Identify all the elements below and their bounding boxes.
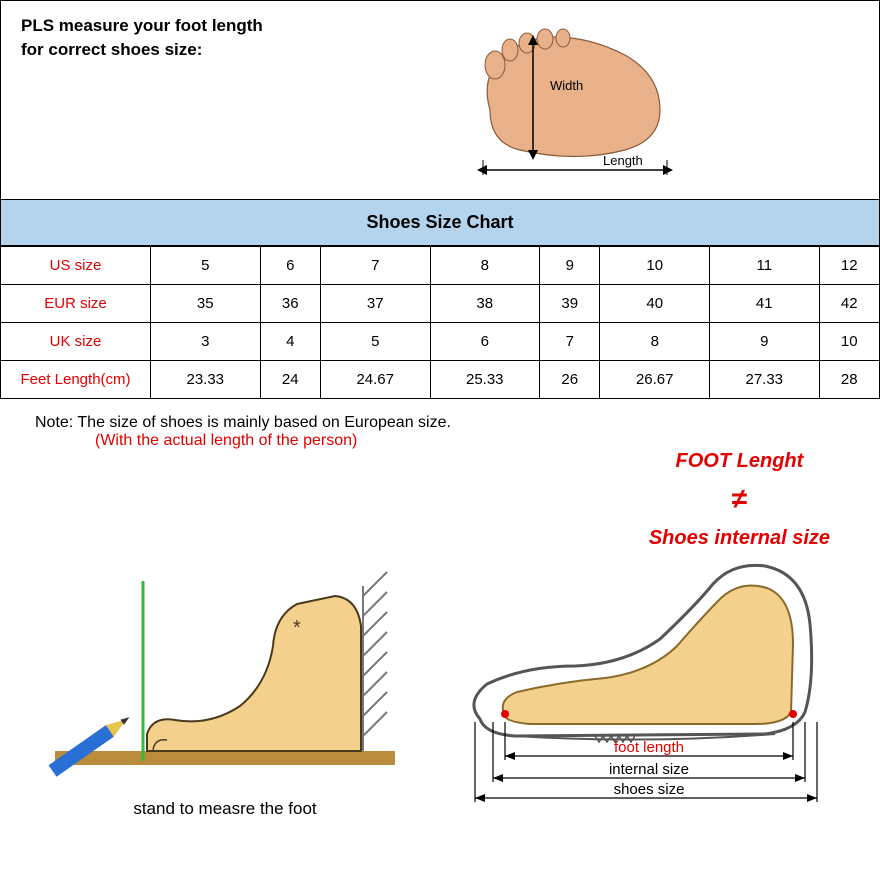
- size-cell: 5: [151, 247, 261, 285]
- size-cell: 5: [320, 323, 430, 361]
- width-label: Width: [550, 78, 583, 93]
- size-cell: 3: [151, 323, 261, 361]
- size-cell: 40: [600, 285, 710, 323]
- svg-text:*: *: [293, 617, 301, 639]
- size-cell: 35: [151, 285, 261, 323]
- diagrams-row: * stand to measre the foot: [0, 534, 880, 839]
- banner-line1: PLS measure your foot length: [21, 16, 263, 35]
- size-cell: 10: [600, 247, 710, 285]
- size-cell: 6: [430, 323, 540, 361]
- size-cell: 8: [430, 247, 540, 285]
- size-cell: 7: [540, 323, 600, 361]
- size-cell: 23.33: [151, 361, 261, 399]
- size-cell: 11: [710, 247, 820, 285]
- banner-instruction: PLS measure your foot length for correct…: [21, 14, 271, 62]
- size-cell: 10: [819, 323, 879, 361]
- foot-vs-shoe-diagram: foot length internal size shoes size: [445, 544, 845, 819]
- table-row: US size56789101112: [1, 247, 880, 285]
- stand-measure-diagram: * stand to measre the foot: [35, 556, 415, 819]
- shoes-size-label: shoes size: [614, 781, 685, 798]
- size-cell: 36: [260, 285, 320, 323]
- size-cell: 25.33: [430, 361, 540, 399]
- length-label: Length: [603, 153, 643, 168]
- size-cell: 39: [540, 285, 600, 323]
- size-cell: 27.33: [710, 361, 820, 399]
- row-label: EUR size: [1, 285, 151, 323]
- stand-caption: stand to measre the foot: [35, 799, 415, 819]
- foot-top-illustration: Width Length: [271, 15, 859, 185]
- size-cell: 42: [819, 285, 879, 323]
- size-cell: 41: [710, 285, 820, 323]
- size-chart-table: US size56789101112EUR size35363738394041…: [0, 246, 880, 399]
- table-row: Feet Length(cm)23.332424.6725.332626.672…: [1, 361, 880, 399]
- size-cell: 26: [540, 361, 600, 399]
- size-cell: 8: [600, 323, 710, 361]
- size-cell: 12: [819, 247, 879, 285]
- row-label: UK size: [1, 323, 151, 361]
- size-cell: 7: [320, 247, 430, 285]
- internal-size-label: internal size: [609, 761, 689, 778]
- size-cell: 9: [710, 323, 820, 361]
- banner-line2: for correct shoes size:: [21, 40, 202, 59]
- size-cell: 37: [320, 285, 430, 323]
- size-cell: 4: [260, 323, 320, 361]
- chart-title: Shoes Size Chart: [0, 200, 880, 246]
- compare-top: FOOT Lenght: [649, 445, 830, 477]
- not-equal-symbol: ≠: [649, 477, 830, 522]
- size-cell: 26.67: [600, 361, 710, 399]
- size-cell: 6: [260, 247, 320, 285]
- size-cell: 28: [819, 361, 879, 399]
- size-cell: 24: [260, 361, 320, 399]
- row-label: Feet Length(cm): [1, 361, 151, 399]
- size-cell: 9: [540, 247, 600, 285]
- table-row: EUR size3536373839404142: [1, 285, 880, 323]
- table-row: UK size345678910: [1, 323, 880, 361]
- note-line1: Note: The size of shoes is mainly based …: [35, 414, 845, 432]
- size-cell: 24.67: [320, 361, 430, 399]
- row-label: US size: [1, 247, 151, 285]
- size-cell: 38: [430, 285, 540, 323]
- measure-banner: PLS measure your foot length for correct…: [0, 0, 880, 200]
- foot-length-label: foot length: [614, 739, 684, 756]
